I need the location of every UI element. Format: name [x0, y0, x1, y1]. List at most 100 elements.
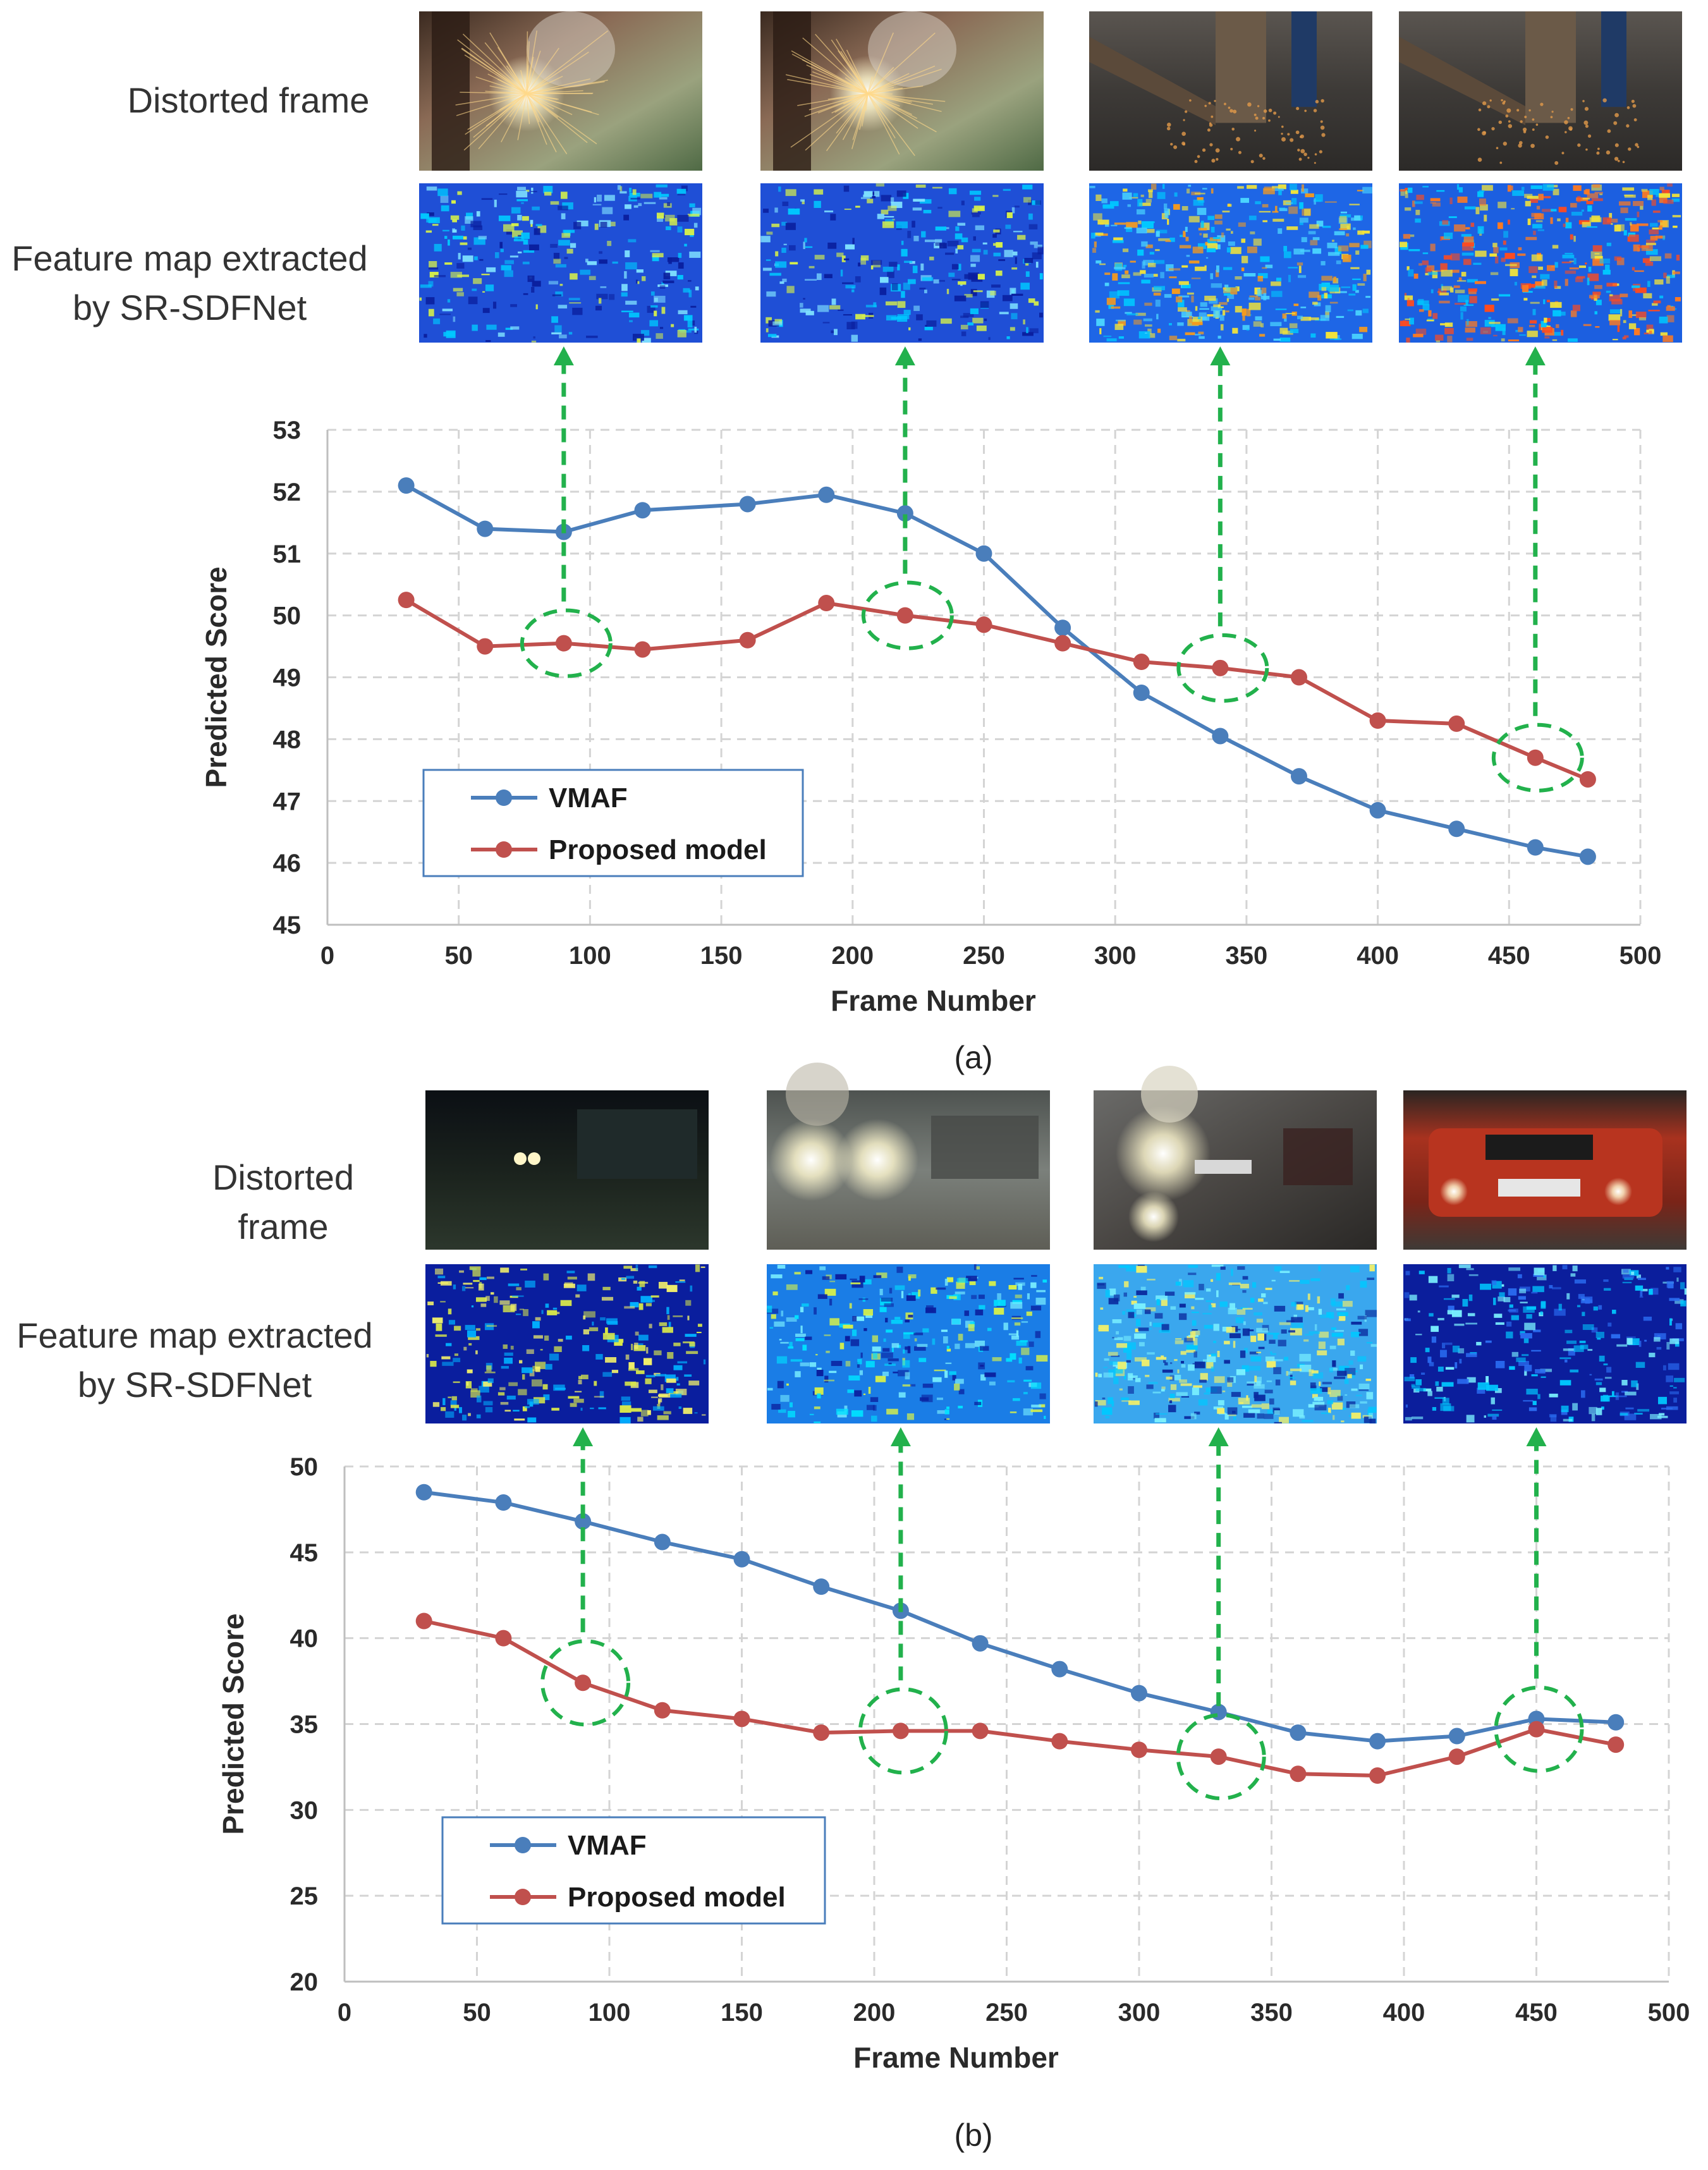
feature-speckle — [598, 1407, 606, 1410]
feature-speckle — [619, 1405, 631, 1413]
feature-speckle — [1360, 1401, 1367, 1404]
feature-speckle — [1669, 1391, 1680, 1394]
feature-speckle — [492, 302, 497, 309]
feature-speckle — [766, 231, 773, 235]
feature-speckle — [1649, 256, 1662, 262]
feature-speckle — [1353, 227, 1356, 230]
feature-speckle — [1169, 276, 1177, 279]
feature-speckle — [1654, 1337, 1661, 1342]
feature-speckle — [1477, 191, 1484, 197]
y-tick-label: 48 — [273, 726, 302, 753]
spark — [1236, 137, 1241, 142]
feature-speckle — [530, 190, 537, 193]
feature-speckle — [1491, 1280, 1497, 1285]
feature-speckle — [1161, 213, 1168, 220]
feature-speckle — [494, 252, 499, 259]
feature-speckle — [1365, 296, 1371, 298]
feature-speckle — [1193, 1351, 1198, 1358]
feature-speckle — [504, 1410, 511, 1412]
feature-speckle — [605, 1357, 617, 1363]
feature-speckle — [907, 231, 912, 238]
feature-speckle — [1447, 1274, 1455, 1281]
feature-speckle — [678, 1406, 682, 1409]
feature-speckle — [1589, 1406, 1597, 1415]
feature-speckle — [1246, 1395, 1248, 1401]
feature-speckle — [850, 1282, 861, 1284]
feature-speckle — [1465, 1322, 1477, 1325]
feature-speckle — [1304, 209, 1311, 216]
feature-speckle — [1517, 253, 1526, 256]
feature-speckle — [1602, 269, 1611, 275]
feature-speckle — [1563, 1418, 1573, 1422]
feature-speckle — [1035, 1331, 1041, 1338]
spark — [1314, 162, 1316, 164]
feature-speckle — [516, 199, 528, 202]
feature-speckle — [1138, 1327, 1149, 1331]
feature-speckle — [1211, 1367, 1214, 1372]
feature-speckle — [1312, 248, 1322, 254]
feature-speckle — [844, 1405, 848, 1411]
feature-speckle — [1018, 1357, 1022, 1364]
feature-speckle — [1242, 1308, 1253, 1310]
feature-speckle — [1466, 1415, 1475, 1423]
feature-speckle — [1444, 232, 1453, 240]
feature-speckle — [1003, 1322, 1008, 1331]
feature-speckle — [777, 1381, 784, 1389]
vmaf-data-point — [896, 505, 913, 522]
feature-speckle — [1097, 219, 1109, 225]
feature-speckle — [1285, 313, 1296, 315]
feature-speckle — [960, 284, 963, 286]
spark — [1304, 109, 1307, 113]
feature-speckle — [1498, 222, 1503, 229]
feature-speckle — [1231, 1268, 1233, 1276]
feature-speckle — [1275, 308, 1287, 310]
feature-speckle — [1609, 212, 1613, 219]
y-tick-label: 45 — [273, 911, 302, 939]
y-tick-label: 50 — [273, 602, 302, 630]
feature-speckle — [1407, 187, 1413, 193]
feature-speckle — [1023, 319, 1025, 325]
feature-speckle — [595, 305, 602, 311]
feature-speckle — [690, 320, 695, 326]
y-tick-label: 45 — [290, 1539, 319, 1567]
feature-speckle — [1450, 269, 1460, 273]
feature-speckle — [902, 1360, 910, 1368]
feature-speckle — [1247, 1382, 1257, 1386]
x-tick-label: 100 — [569, 942, 611, 970]
panel-a: Distorted frame Feature map extracted by… — [11, 11, 1682, 1075]
feature-speckle — [1279, 338, 1291, 342]
feature-speckle — [525, 190, 530, 192]
spark — [1208, 102, 1211, 105]
feature-speckle — [453, 235, 463, 240]
feature-speckle — [1430, 198, 1441, 202]
feature-speckle — [849, 1303, 852, 1309]
feature-speckle — [1195, 192, 1205, 195]
feature-speckle — [1573, 236, 1576, 242]
feature-speckle — [1355, 1394, 1362, 1396]
feature-speckle — [1179, 1303, 1186, 1308]
spark — [1530, 143, 1535, 149]
feature-speckle — [1272, 1407, 1280, 1413]
feature-speckle — [1321, 261, 1326, 265]
feature-speckle — [1544, 317, 1547, 323]
feature-speckle — [920, 263, 924, 271]
feature-speckle — [1144, 274, 1154, 278]
proposed-data-point — [654, 1702, 671, 1719]
feature-speckle — [1166, 1376, 1173, 1380]
headlight-glow — [770, 1119, 852, 1201]
feature-speckle — [1295, 1301, 1303, 1305]
feature-speckle — [689, 1342, 695, 1347]
feature-speckle — [1221, 232, 1224, 238]
feature-speckle — [1468, 1294, 1473, 1301]
feature-speckle — [465, 1381, 472, 1389]
feature-speckle — [1024, 258, 1034, 264]
feature-speckle — [1603, 1363, 1608, 1366]
feature-speckle — [491, 1292, 494, 1295]
feature-speckle — [1352, 284, 1357, 291]
feature-speckle — [1624, 1277, 1633, 1281]
feature-speckle — [1327, 252, 1340, 256]
feature-speckle — [1660, 220, 1669, 228]
feature-speckle — [1522, 1354, 1529, 1356]
spark — [1596, 151, 1600, 155]
feature-speckle — [647, 1300, 656, 1302]
